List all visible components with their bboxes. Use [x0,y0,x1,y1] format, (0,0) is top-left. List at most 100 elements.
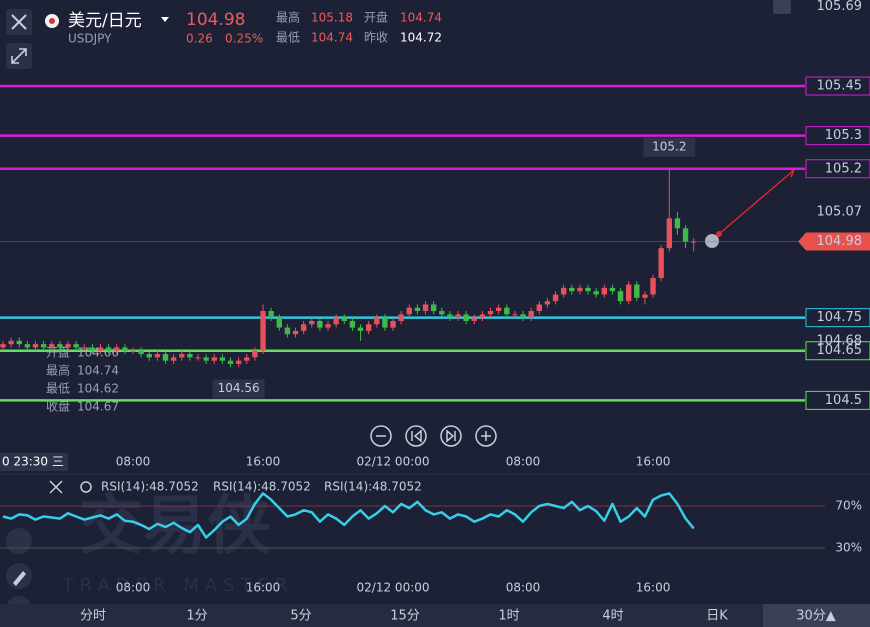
candle-body [512,314,518,316]
candle-body [569,287,575,292]
step-forward[interactable] [440,425,462,447]
candle-body [227,360,234,364]
candle-body [187,354,193,358]
tab[interactable]: 1时 [498,609,519,624]
candle-body [73,344,79,348]
last-price-label: 104.98 [817,234,863,249]
last-price-tag [798,232,870,251]
x-tick-label: 16:00 [636,581,671,595]
candle-body [495,307,502,312]
lock-button[interactable] [773,0,791,14]
candle-body [455,314,461,318]
candle-body [146,354,152,358]
tool-button[interactable] [6,528,32,554]
tab[interactable]: 4时 [602,609,623,624]
candle-body [292,330,299,335]
legend-entry: RSI(14):48.7052 [101,480,199,494]
y-tick-label: 30% [835,540,862,554]
level-label: 104.65 [817,343,863,358]
candle-body [642,294,648,298]
watermark: 交易侠 [79,490,271,564]
icon [481,431,491,441]
candle-body [601,287,607,295]
candle-body [57,344,63,348]
tooltip-value: 104.74 [77,364,119,378]
tab[interactable]: 分时 [80,609,106,624]
level-label-box [805,341,870,361]
stat-label: 开盘 [364,10,388,25]
candle-body [382,317,388,328]
stat-value: 104.74 [311,31,353,45]
candle-body [593,291,599,295]
tab[interactable]: 日K [706,609,728,624]
x-tick-label: 16:00 [636,455,671,469]
candle-body [357,327,364,331]
tab-bar [0,604,870,627]
level-label-box [805,308,870,328]
candle-body [333,317,339,325]
stat-label: 最高 [276,10,300,25]
candle-body [666,218,672,249]
candle-body [674,218,681,229]
zoom-in[interactable] [475,425,497,447]
candle-body [219,357,226,361]
candle-body [8,340,14,345]
change: 0.26 [186,32,213,46]
tab[interactable]: 5分 [290,609,311,624]
candle-body [365,324,372,331]
price: 104.98 [186,10,245,30]
arrow-anchor [716,231,722,237]
header: 美元/日元 USDJPY 104.98 0.26 0.25% 最高 105.18… [45,10,442,46]
candle-body [585,287,591,292]
candle-body [211,357,217,361]
candle-body [65,344,71,348]
pen-icon [13,571,26,586]
crosshair-box [0,453,68,471]
tab[interactable]: 15分 [390,609,420,624]
tab-selected [763,604,870,627]
annotation-box [643,137,696,157]
candle-body [276,317,282,328]
close-icon [11,14,27,30]
tab[interactable]: 30分▲ [796,609,836,624]
info-icon[interactable] [705,234,719,248]
candle-body [114,347,120,351]
candle-body [374,317,380,325]
x-tick-label: 08:00 [116,455,151,469]
candle-body [447,314,453,318]
legend-entry: RSI(14):48.7052 [324,480,422,494]
candle-body [528,311,534,318]
flag-dot [49,18,55,24]
stat-value: 105.18 [311,11,353,25]
candle-body [154,354,161,358]
rsi-close[interactable] [49,480,63,494]
tooltip-value: 104.62 [77,382,119,396]
stat-label: 最低 [276,31,300,45]
candle-body [89,347,96,351]
candle-body [162,354,169,361]
candle-body [406,307,412,315]
candle-body [634,284,640,298]
x-tick-label: 02/12 00:00 [357,581,430,595]
level-label: 105.2 [825,161,862,176]
candle-body [122,347,128,351]
level-label-box [805,76,870,96]
dropdown[interactable] [161,17,169,22]
candle-body [32,344,39,348]
pair-name[interactable]: 美元/日元 [68,11,142,31]
rsi-settings[interactable] [80,481,92,493]
candle-body [463,314,469,321]
annotation-box [212,379,265,399]
level-label-box [805,126,870,146]
y-tick-label: 105.69 [817,0,863,14]
legend-entry: RSI(14):48.7052 [213,480,311,494]
rsi-line [2,492,695,539]
step-back[interactable] [405,425,427,447]
candle-body [560,287,567,295]
zoom-out[interactable] [370,425,392,447]
candle-body [49,344,55,348]
tab[interactable]: 1分 [186,609,207,624]
candle-body [609,287,616,292]
candle-body [260,311,266,351]
